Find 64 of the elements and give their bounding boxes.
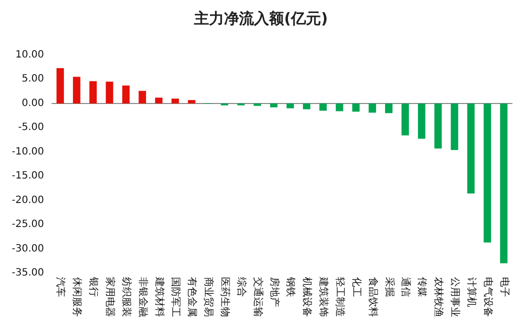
x-tick-label: 商业贸易 bbox=[202, 277, 215, 317]
bar bbox=[467, 103, 475, 194]
bar bbox=[484, 103, 492, 242]
y-tick-label: -20.00 bbox=[12, 194, 44, 206]
x-tick-label: 化工 bbox=[350, 277, 362, 297]
x-tick-label: 交通运输 bbox=[252, 277, 264, 317]
bar bbox=[270, 103, 278, 108]
bar bbox=[352, 103, 360, 112]
x-tick-label: 国防军工 bbox=[170, 277, 182, 317]
x-tick-label: 家用电器 bbox=[104, 277, 116, 317]
bar bbox=[336, 103, 344, 112]
x-tick-label: 采掘 bbox=[383, 277, 396, 297]
bar bbox=[402, 103, 409, 136]
x-tick-label: 银行 bbox=[88, 276, 99, 297]
x-tick-label: 机械设备 bbox=[301, 277, 314, 317]
x-tick-label: 通信 bbox=[400, 277, 412, 297]
x-tick-label: 汽车 bbox=[54, 277, 67, 297]
bar bbox=[368, 103, 376, 113]
x-tick-label: 食品饮料 bbox=[366, 277, 379, 317]
bar bbox=[72, 76, 80, 104]
bar bbox=[286, 103, 294, 108]
y-tick-label: -15.00 bbox=[12, 170, 44, 182]
x-tick-label: 公用事业 bbox=[449, 277, 461, 317]
x-tick-label: 房地产 bbox=[268, 277, 280, 307]
x-tick-label: 电气设备 bbox=[482, 277, 494, 317]
y-tick-label: -5.00 bbox=[18, 122, 44, 134]
bar bbox=[385, 103, 392, 114]
x-tick-label: 轻工制造 bbox=[334, 277, 346, 317]
y-tick-label: 5.00 bbox=[22, 74, 44, 85]
y-tick-label: -30.00 bbox=[12, 243, 44, 254]
bar bbox=[122, 86, 130, 104]
bar bbox=[434, 103, 442, 148]
chart-title: 主力净流入额(亿元) bbox=[193, 10, 328, 28]
bar bbox=[302, 103, 310, 110]
bar bbox=[418, 103, 426, 139]
bar bbox=[89, 81, 97, 104]
bar bbox=[172, 98, 179, 104]
bar bbox=[138, 90, 146, 104]
x-tick-label: 计算机 bbox=[465, 277, 478, 307]
bar bbox=[106, 82, 114, 104]
bar bbox=[319, 103, 327, 111]
x-tick-label: 建筑材料 bbox=[153, 276, 166, 317]
x-tick-label: 农林牧渔 bbox=[432, 277, 445, 317]
bar bbox=[155, 98, 162, 104]
bar bbox=[188, 100, 196, 104]
x-tick-label: 纺织服装 bbox=[120, 277, 132, 317]
y-tick-label: 0.00 bbox=[22, 98, 44, 109]
y-tick-label: 10.00 bbox=[15, 50, 44, 60]
bar bbox=[450, 103, 458, 150]
x-tick-label: 传媒 bbox=[416, 277, 428, 297]
y-tick-label: -10.00 bbox=[12, 146, 44, 158]
bar bbox=[500, 103, 508, 264]
x-tick-label: 综合 bbox=[235, 277, 248, 297]
x-tick-label: 钢铁 bbox=[284, 276, 297, 297]
bar bbox=[254, 103, 262, 106]
y-tick-label: -25.00 bbox=[12, 219, 44, 230]
bar bbox=[56, 68, 64, 104]
x-tick-label: 有色金属 bbox=[186, 277, 198, 317]
x-tick-label: 建筑装饰 bbox=[318, 276, 330, 317]
x-tick-label: 休闲服务 bbox=[71, 277, 84, 317]
x-tick-label: 非银金融 bbox=[136, 277, 149, 317]
x-tick-label: 电子 bbox=[498, 277, 510, 297]
y-tick-label: -35.00 bbox=[12, 268, 44, 278]
x-tick-label: 医药生物 bbox=[219, 277, 231, 317]
